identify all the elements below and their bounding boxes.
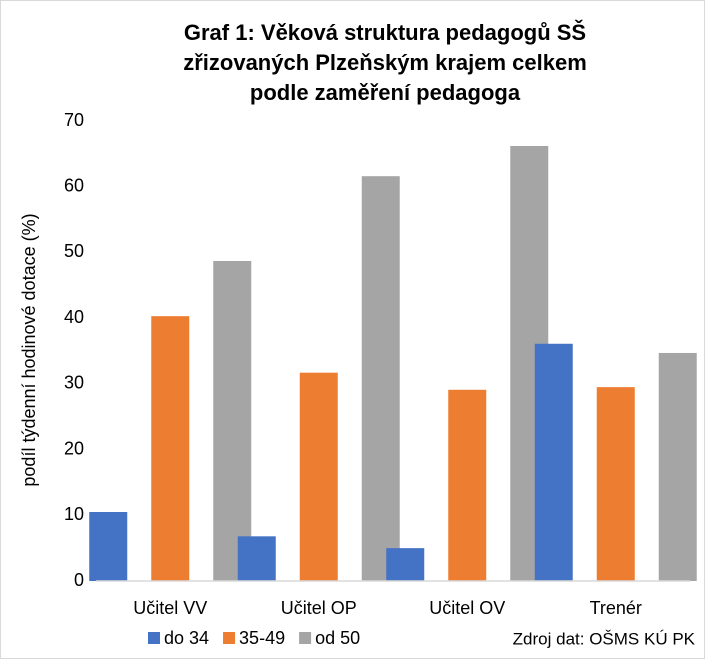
- chart-title: podle zaměření pedagoga: [250, 80, 521, 105]
- y-tick-label: 20: [64, 438, 84, 458]
- x-tick-label: Učitel VV: [133, 598, 207, 618]
- y-axis-label: podíl týdenní hodinové dotace (%): [19, 213, 39, 486]
- x-tick-label: Učitel OP: [281, 598, 357, 618]
- bar: [596, 387, 635, 581]
- y-tick-label: 0: [74, 570, 84, 590]
- y-tick-label: 70: [64, 110, 84, 130]
- x-tick-label: Učitel OV: [429, 598, 505, 618]
- source-note: Zdroj dat: OŠMS KÚ PK: [513, 629, 696, 648]
- bar: [658, 352, 697, 581]
- bar: [89, 512, 128, 581]
- chart-title: Graf 1: Věková struktura pedagogů SŠ: [184, 20, 586, 45]
- bar: [299, 372, 338, 581]
- legend-swatch: [223, 632, 236, 644]
- bar: [213, 260, 252, 581]
- legend-swatch: [148, 632, 160, 644]
- bar: [448, 389, 487, 581]
- bar: [386, 548, 425, 581]
- y-tick-label: 50: [64, 241, 84, 261]
- legend-label: do 34: [164, 628, 209, 648]
- bar: [361, 176, 400, 581]
- bar: [151, 316, 190, 581]
- bar: [534, 343, 573, 581]
- legend-label: 35-49: [239, 628, 285, 648]
- y-tick-label: 60: [64, 175, 84, 195]
- legend-swatch: [299, 632, 312, 644]
- chart-title: zřizovaných Plzeňským krajem celkem: [183, 50, 587, 75]
- y-tick-label: 10: [64, 504, 84, 524]
- bar: [237, 536, 276, 581]
- x-tick-label: Trenér: [590, 598, 642, 618]
- y-tick-label: 30: [64, 373, 84, 393]
- legend-label: od 50: [315, 628, 360, 648]
- y-tick-label: 40: [64, 307, 84, 327]
